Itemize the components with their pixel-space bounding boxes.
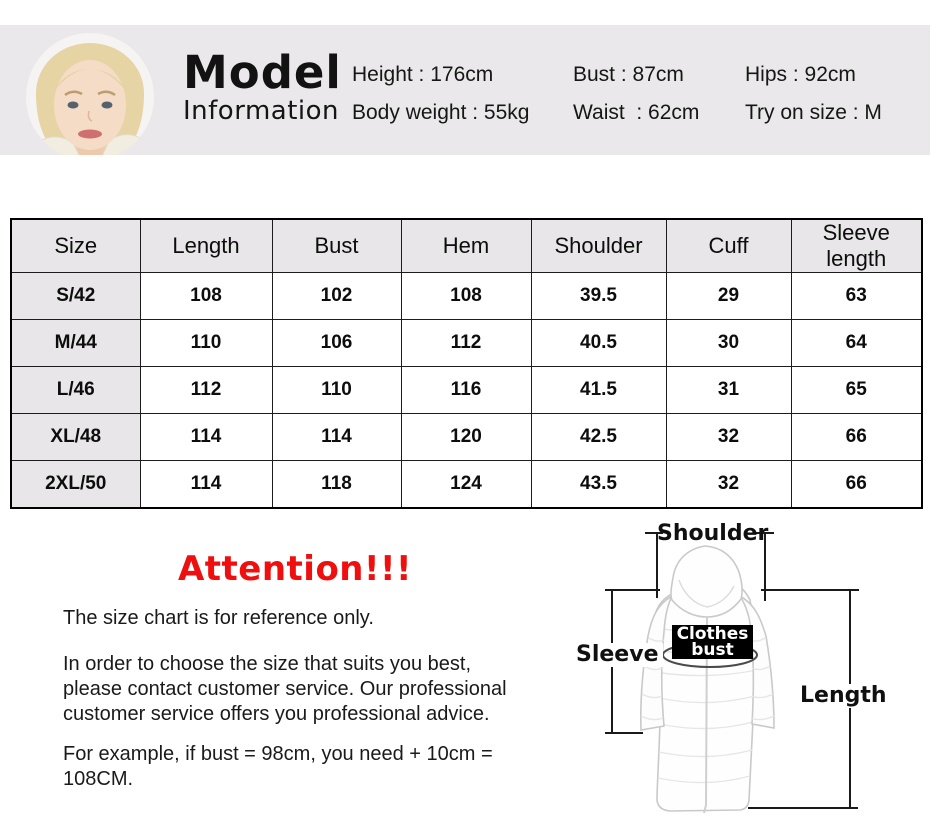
size-chart-table: Size Length Bust Hem Shoulder Cuff Sleev…	[10, 218, 923, 509]
cell-value: 114	[139, 413, 273, 461]
col-header-length: Length	[139, 218, 273, 273]
cell-value: 110	[139, 319, 273, 367]
cell-value: 116	[400, 366, 532, 414]
cell-value: 120	[400, 413, 532, 461]
cell-value: 31	[665, 366, 792, 414]
clothes-bust-label: Clothes bust	[672, 625, 753, 659]
size-label: L/46	[10, 366, 141, 414]
model-stat-waist: Waist : 62cm	[573, 101, 700, 124]
sleeve-quilt-lines	[640, 637, 775, 721]
col-header-bust: Bust	[271, 218, 402, 273]
attention-paragraph: For example, if bust = 98cm, you need + …	[63, 743, 493, 790]
cell-value: 32	[665, 460, 792, 509]
sleeve-label: Sleeve	[572, 643, 663, 667]
col-header-hem: Hem	[400, 218, 532, 273]
model-info-banner: Model Information Height : 176cm Body we…	[0, 25, 930, 155]
col-header-size: Size	[10, 218, 141, 273]
table-row: L/46 112 110 116 41.5 31 65	[10, 366, 923, 414]
coat-illustration	[605, 532, 859, 814]
cell-value: 110	[271, 366, 402, 414]
cell-value: 43.5	[530, 460, 667, 509]
cell-value: 42.5	[530, 413, 667, 461]
cell-value: 118	[271, 460, 402, 509]
model-subtitle: Information	[183, 96, 340, 126]
col-header-shoulder: Shoulder	[530, 218, 667, 273]
table-row: 2XL/50 114 118 124 43.5 32 66	[10, 460, 923, 509]
size-label: S/42	[10, 272, 141, 320]
col-header-cuff: Cuff	[665, 218, 792, 273]
cell-value: 65	[790, 366, 923, 414]
cell-value: 112	[400, 319, 532, 367]
attention-paragraph: The size chart is for reference only.	[63, 607, 374, 629]
cell-value: 102	[271, 272, 402, 320]
cell-value: 124	[400, 460, 532, 509]
table-row: XL/48 114 114 120 42.5 32 66	[10, 413, 923, 461]
clothes-bust-line1: Clothes	[676, 624, 749, 644]
clothes-bust-line2: bust	[691, 640, 734, 660]
cell-value: 30	[665, 319, 792, 367]
model-stat-bust: Bust : 87cm	[573, 63, 684, 86]
length-label: Length	[797, 684, 890, 708]
model-photo	[26, 33, 154, 155]
attention-paragraph: In order to choose the size that suits y…	[63, 653, 507, 725]
cell-value: 66	[790, 460, 923, 509]
model-stat-height: Height : 176cm	[352, 63, 494, 86]
cell-value: 66	[790, 413, 923, 461]
table-header-row: Size Length Bust Hem Shoulder Cuff Sleev…	[10, 218, 923, 273]
cell-value: 112	[139, 366, 273, 414]
size-label: M/44	[10, 319, 141, 367]
cell-value: 106	[271, 319, 402, 367]
model-stat-weight: Body weight : 55kg	[352, 101, 530, 124]
size-label: 2XL/50	[10, 460, 141, 509]
cell-value: 39.5	[530, 272, 667, 320]
coat-zipper	[703, 616, 708, 814]
coat-hood	[670, 545, 743, 618]
cell-value: 40.5	[530, 319, 667, 367]
cell-value: 29	[665, 272, 792, 320]
size-diagram: Shoulder Sleeve Length Clothes bust	[560, 520, 930, 838]
col-header-sleeve-length: Sleeve length	[790, 218, 923, 273]
model-stat-hips: Hips : 92cm	[745, 63, 856, 86]
cell-value: 32	[665, 413, 792, 461]
cell-value: 108	[400, 272, 532, 320]
cell-value: 64	[790, 319, 923, 367]
model-stat-tryon-size: Try on size : M	[745, 101, 882, 124]
model-title: Model	[183, 46, 342, 99]
attention-heading: Attention!!!	[177, 549, 413, 589]
table-row: S/42 108 102 108 39.5 29 63	[10, 272, 923, 320]
shoulder-label: Shoulder	[657, 521, 769, 546]
size-label: XL/48	[10, 413, 141, 461]
cell-value: 63	[790, 272, 923, 320]
cell-value: 108	[139, 272, 273, 320]
table-row: M/44 110 106 112 40.5 30 64	[10, 319, 923, 367]
cell-value: 41.5	[530, 366, 667, 414]
cell-value: 114	[139, 460, 273, 509]
cell-value: 114	[271, 413, 402, 461]
